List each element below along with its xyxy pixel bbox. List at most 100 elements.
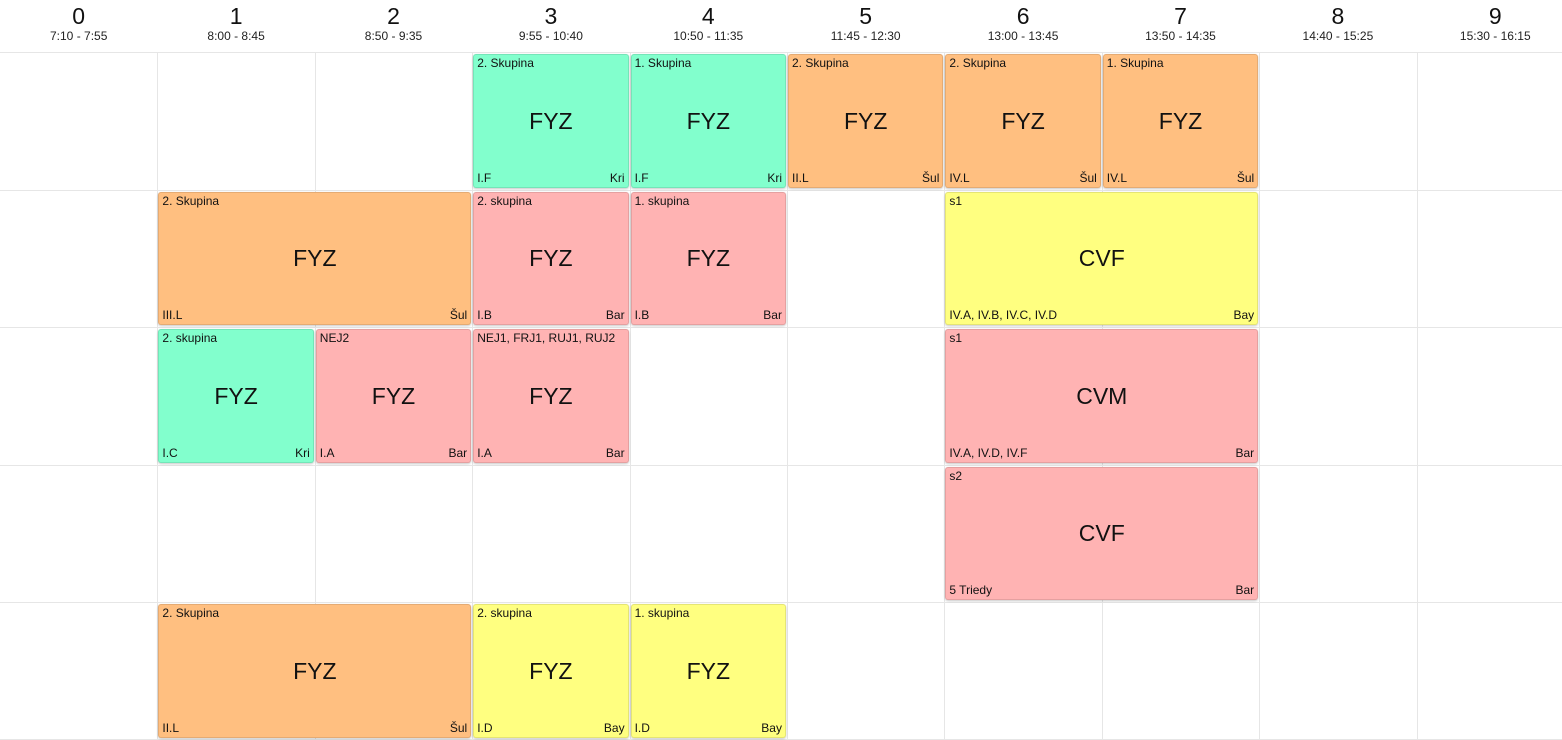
lesson-teacher: Bay — [761, 720, 782, 735]
period-number: 6 — [1016, 3, 1030, 29]
period-header: 9 15:30 - 16:15 — [1417, 0, 1562, 52]
lesson-card[interactable]: 1. skupina FYZ I.B Bar — [630, 191, 786, 325]
period-number: 1 — [229, 3, 243, 29]
period-header: 3 9:55 - 10:40 — [472, 0, 629, 52]
column-divider — [315, 52, 316, 740]
period-time: 9:55 - 10:40 — [518, 29, 583, 43]
lesson-group: 2. Skupina — [162, 606, 220, 620]
period-time: 15:30 - 16:15 — [1459, 29, 1531, 43]
lesson-subject: FYZ — [843, 107, 888, 134]
period-number: 2 — [387, 3, 400, 29]
lesson-card[interactable]: 2. Skupina FYZ I.F Kri — [473, 54, 629, 188]
lesson-group: 2. skupina — [477, 193, 532, 208]
lesson-subject: FYZ — [371, 382, 416, 409]
lesson-teacher: Bar — [763, 308, 782, 322]
lesson-class: I.A — [319, 445, 335, 460]
lesson-card[interactable]: 1. skupina FYZ I.D Bay — [630, 604, 786, 738]
lesson-card[interactable]: s1 CVF IV.A, IV.B, IV.C, IV.D Bay — [945, 191, 1259, 325]
lesson-subject: FYZ — [529, 245, 573, 272]
lesson-card[interactable]: NEJ1, FRJ1, RUJ1, RUJ2 FYZ I.A Bar — [473, 329, 629, 463]
period-number: 7 — [1174, 3, 1187, 29]
period-number: 0 — [72, 3, 86, 29]
column-divider — [1259, 52, 1260, 740]
period-time: 10:50 - 11:35 — [673, 29, 744, 43]
lesson-card[interactable]: 2. Skupina FYZ III.L Šul — [158, 191, 472, 325]
lesson-group: s2 — [949, 468, 963, 483]
period-header: 7 13:50 - 14:35 — [1102, 0, 1259, 52]
lesson-teacher: Šul — [449, 308, 468, 322]
lesson-teacher: Kri — [767, 170, 782, 185]
lesson-teacher: Šul — [922, 170, 940, 185]
period-number: 9 — [1488, 3, 1502, 29]
lesson-card[interactable]: 2. skupina FYZ I.B Bar — [473, 191, 629, 325]
lesson-card[interactable]: s2 CVF 5 Triedy Bar — [945, 466, 1259, 600]
lesson-card[interactable]: NEJ2 FYZ I.A Bar — [315, 329, 472, 463]
lesson-group: 2. skupina — [162, 331, 218, 345]
lesson-group: 1. skupina — [634, 193, 690, 208]
lesson-class: III.L — [162, 308, 183, 322]
lesson-card[interactable]: 2. Skupina FYZ IV.L Šul — [945, 54, 1101, 188]
lesson-teacher: Bar — [1235, 445, 1255, 460]
lesson-class: I.B — [477, 308, 492, 322]
period-time: 13:50 - 14:35 — [1145, 29, 1216, 43]
lesson-class: I.A — [477, 445, 492, 460]
lesson-teacher: Bay — [1233, 308, 1255, 322]
lesson-subject: FYZ — [529, 382, 573, 409]
lesson-group: NEJ1, FRJ1, RUJ1, RUJ2 — [477, 331, 616, 345]
lesson-teacher: Kri — [609, 170, 625, 185]
lesson-subject: FYZ — [1001, 107, 1045, 134]
lesson-card[interactable]: 2. skupina FYZ I.D Bay — [473, 604, 629, 738]
lesson-group: 2. Skupina — [792, 56, 849, 70]
lesson-card[interactable]: s1 CVM IV.A, IV.D, IV.F Bar — [945, 329, 1259, 463]
lesson-subject: FYZ — [686, 245, 731, 272]
lesson-teacher: Šul — [1079, 170, 1097, 185]
lesson-card[interactable]: 2. Skupina FYZ II.L Šul — [788, 54, 944, 188]
column-divider — [787, 52, 788, 740]
lesson-group: 1. skupina — [634, 606, 690, 620]
lesson-class: IV.L — [1106, 170, 1128, 185]
lesson-class: I.C — [162, 445, 178, 460]
lesson-class: II.L — [162, 720, 180, 735]
lesson-subject: FYZ — [686, 657, 731, 684]
lesson-group: s1 — [949, 193, 963, 208]
column-divider — [157, 52, 158, 740]
row-divider — [0, 602, 1562, 603]
column-divider — [944, 52, 945, 740]
period-header: 5 11:45 - 12:30 — [787, 0, 944, 52]
period-time: 11:45 - 12:30 — [830, 29, 901, 43]
period-time: 14:40 - 15:25 — [1302, 29, 1374, 43]
period-time: 8:00 - 8:45 — [207, 29, 265, 43]
lesson-teacher: Šul — [1236, 170, 1255, 185]
lesson-class: II.L — [792, 170, 809, 185]
lesson-card[interactable]: 1. Skupina FYZ I.F Kri — [630, 54, 786, 188]
period-time: 8:50 - 9:35 — [364, 29, 423, 43]
lesson-teacher: Bar — [605, 445, 625, 460]
lesson-class: IV.A, IV.D, IV.F — [949, 445, 1028, 460]
lesson-class: IV.L — [949, 170, 970, 185]
lesson-class: I.D — [634, 720, 650, 735]
period-time: 13:00 - 13:45 — [987, 29, 1059, 43]
period-header: 2 8:50 - 9:35 — [315, 0, 472, 52]
period-header: 4 10:50 - 11:35 — [630, 0, 787, 52]
lesson-teacher: Bar — [1235, 583, 1255, 597]
lesson-group: 2. Skupina — [162, 193, 220, 208]
lesson-card[interactable]: 2. skupina FYZ I.C Kri — [158, 329, 314, 463]
lesson-teacher: Bar — [448, 445, 468, 460]
lesson-teacher: Bar — [605, 308, 625, 322]
lesson-subject: FYZ — [529, 107, 573, 134]
lesson-group: s1 — [949, 331, 963, 345]
lesson-class: I.F — [477, 170, 492, 185]
lesson-subject: FYZ — [529, 657, 573, 684]
lesson-card[interactable]: 2. Skupina FYZ II.L Šul — [158, 604, 472, 738]
lesson-subject: FYZ — [293, 657, 337, 684]
row-divider — [0, 52, 1562, 53]
period-header: 8 14:40 - 15:25 — [1259, 0, 1416, 52]
lesson-group: 1. Skupina — [1106, 56, 1164, 70]
lesson-teacher: Šul — [449, 720, 468, 735]
lesson-card[interactable]: 1. Skupina FYZ IV.L Šul — [1102, 54, 1259, 188]
period-number: 4 — [701, 3, 715, 29]
row-divider — [0, 327, 1562, 328]
lesson-subject: FYZ — [1158, 107, 1203, 134]
column-divider — [630, 52, 631, 740]
lesson-subject: CVF — [1078, 520, 1125, 547]
